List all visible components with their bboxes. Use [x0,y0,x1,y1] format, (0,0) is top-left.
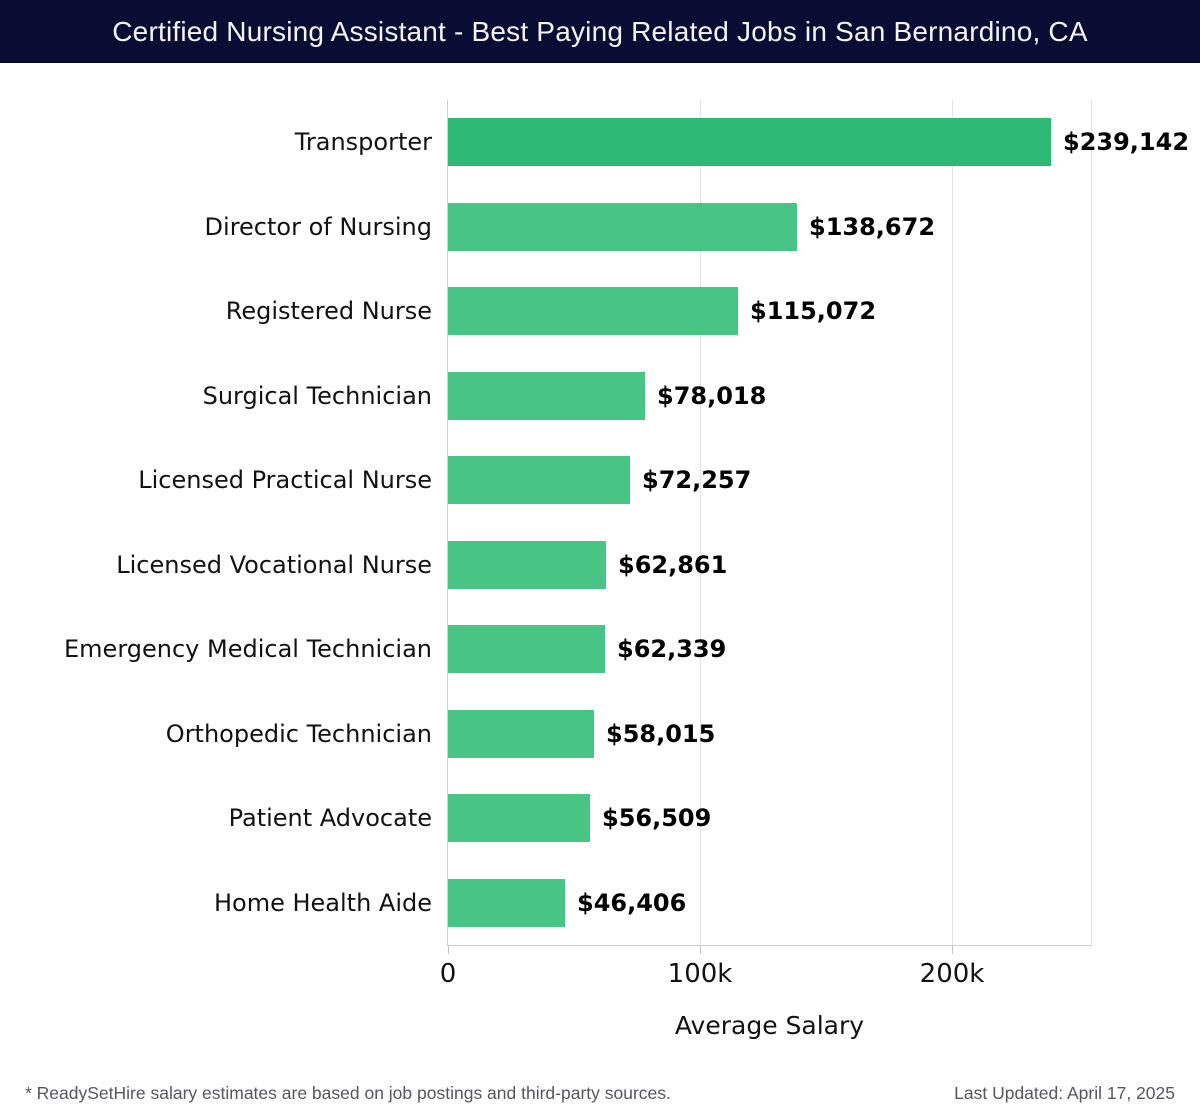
chart-title: Certified Nursing Assistant - Best Payin… [112,15,1088,47]
bar [448,794,590,842]
category-label: Licensed Vocational Nurse [116,551,432,579]
right-spine [1091,100,1092,945]
x-tick-label: 200k [919,959,985,989]
category-label: Registered Nurse [225,297,432,325]
value-label: $46,406 [577,889,687,917]
bar [448,541,606,589]
gridline [700,100,701,945]
bar [448,879,565,927]
value-label: $115,072 [750,297,877,325]
value-label: $58,015 [606,720,716,748]
category-label: Licensed Practical Nurse [138,466,432,494]
category-label: Director of Nursing [204,213,432,241]
bar [448,710,594,758]
bar [448,372,645,420]
x-axis-title: Average Salary [674,1011,865,1040]
x-tick-label: 100k [667,959,733,989]
category-label: Transporter [294,128,432,156]
last-updated: Last Updated: April 17, 2025 [954,1083,1175,1103]
bar [448,456,630,504]
bar [448,118,1051,166]
title-bar: Certified Nursing Assistant - Best Payin… [0,0,1200,63]
bar [448,287,738,335]
category-label: Orthopedic Technician [165,720,432,748]
category-label: Emergency Medical Technician [64,635,432,663]
category-label: Surgical Technician [202,382,432,410]
gridline [952,100,953,945]
y-axis-line [447,100,448,945]
value-label: $239,142 [1063,128,1190,156]
category-label: Patient Advocate [228,804,432,832]
bar [448,625,605,673]
category-label: Home Health Aide [213,889,432,917]
x-tick-label: 0 [439,959,457,989]
footnote: * ReadySetHire salary estimates are base… [25,1083,671,1103]
value-label: $72,257 [642,466,752,494]
value-label: $62,861 [618,551,728,579]
value-label: $56,509 [602,804,712,832]
value-label: $62,339 [617,635,727,663]
x-tick-mark [952,945,953,954]
value-label: $138,672 [809,213,936,241]
bar [448,203,797,251]
x-tick-mark [448,945,449,954]
value-label: $78,018 [657,382,767,410]
x-axis-line [447,945,1092,946]
x-tick-mark [700,945,701,954]
